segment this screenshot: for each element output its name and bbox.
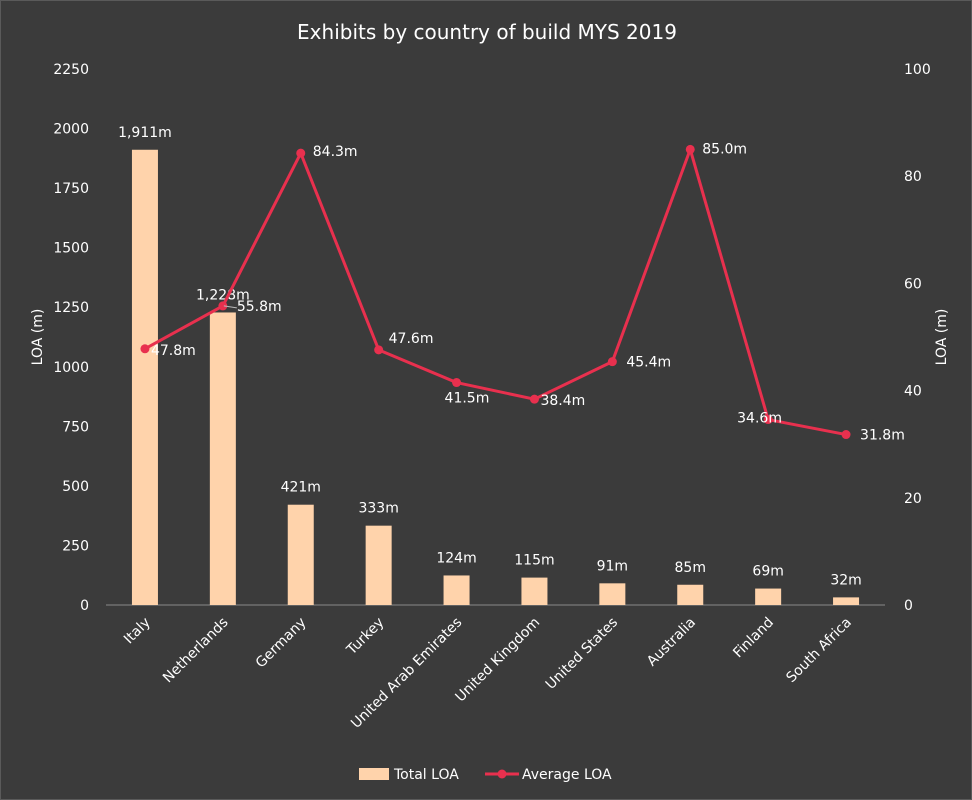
bar bbox=[209, 312, 236, 605]
y2-tick-label: 40 bbox=[904, 384, 922, 400]
legend-swatch-total-loa bbox=[359, 768, 389, 780]
line-data-label: 31.8m bbox=[860, 428, 905, 444]
bar bbox=[443, 575, 470, 605]
line-marker bbox=[607, 357, 617, 367]
line-data-label: 38.4m bbox=[540, 393, 585, 409]
bar bbox=[365, 525, 392, 605]
line-marker bbox=[218, 301, 228, 311]
bar-data-label: 1,911m bbox=[118, 125, 172, 141]
bar-series bbox=[131, 149, 860, 606]
y-tick-label: 1000 bbox=[53, 360, 89, 376]
x-category-label: South Africa bbox=[783, 615, 854, 686]
bar-data-label: 421m bbox=[281, 480, 321, 496]
x-category-label: Australia bbox=[644, 615, 699, 670]
bar-data-label: 1,228m bbox=[196, 287, 250, 303]
y-tick-label: 750 bbox=[62, 419, 89, 435]
x-category-label: United States bbox=[543, 615, 621, 693]
y2-tick-label: 100 bbox=[904, 62, 931, 78]
bar bbox=[131, 149, 158, 606]
chart-title: Exhibits by country of build MYS 2019 bbox=[297, 20, 677, 44]
line-data-label: 34.6m bbox=[737, 411, 782, 427]
y-tick-label: 500 bbox=[62, 479, 89, 495]
bar-data-label: 69m bbox=[752, 564, 783, 580]
line-marker bbox=[374, 345, 384, 355]
line-data-label: 85.0m bbox=[702, 141, 747, 157]
line-data-label: 55.8m bbox=[237, 299, 282, 315]
legend-marker-average-loa bbox=[497, 769, 507, 779]
y-axis-left: 0 250 500 750 1000 1250 1500 1750 2000 2250 bbox=[53, 62, 89, 614]
bar bbox=[755, 588, 782, 605]
y-tick-label: 1750 bbox=[53, 181, 89, 197]
line-series bbox=[140, 144, 851, 440]
x-category-label: Finland bbox=[730, 615, 777, 662]
line-marker bbox=[140, 344, 150, 354]
x-category-label: Netherlands bbox=[160, 615, 232, 687]
bar bbox=[677, 584, 704, 605]
bar bbox=[521, 577, 548, 605]
x-category-label: Turkey bbox=[343, 615, 387, 659]
line-marker bbox=[763, 415, 773, 425]
line-data-label: 84.3m bbox=[313, 144, 358, 160]
y2-tick-label: 60 bbox=[904, 276, 922, 292]
legend: Total LOA Average LOA bbox=[359, 767, 612, 783]
y-tick-label: 1250 bbox=[53, 300, 89, 316]
line-data-label: 47.8m bbox=[151, 343, 196, 359]
x-category-label: United Kingdom bbox=[453, 615, 544, 706]
bar-data-label: 85m bbox=[675, 560, 706, 576]
x-category-label: Italy bbox=[121, 615, 154, 648]
x-category-label: Germany bbox=[253, 615, 310, 672]
y-axis-right-title: LOA (m) bbox=[934, 309, 950, 366]
data-label-leader bbox=[223, 305, 237, 309]
y-tick-label: 2000 bbox=[53, 122, 89, 138]
y-tick-label: 2250 bbox=[53, 62, 89, 78]
y2-tick-label: 0 bbox=[904, 598, 913, 614]
line-marker bbox=[685, 144, 695, 154]
bar-data-label: 124m bbox=[436, 550, 476, 566]
legend-label-total-loa: Total LOA bbox=[393, 767, 459, 783]
bar-data-label: 115m bbox=[514, 553, 554, 569]
line-marker bbox=[296, 148, 306, 158]
line-data-labels: 47.8m 55.8m 84.3m 47.6m 41.5m 38.4m 45.4m 85.0m… bbox=[151, 141, 905, 443]
bar-data-label: 91m bbox=[597, 558, 628, 574]
legend-label-average-loa: Average LOA bbox=[522, 767, 612, 783]
bar-data-label: 333m bbox=[358, 501, 398, 517]
y2-tick-label: 20 bbox=[904, 491, 922, 507]
bar bbox=[287, 504, 314, 605]
line-marker bbox=[529, 394, 539, 404]
y-axis-right: 0 20 40 60 80 100 bbox=[904, 62, 931, 614]
y-tick-label: 0 bbox=[80, 598, 89, 614]
y-axis-left-title: LOA (m) bbox=[30, 309, 46, 366]
line-data-label: 47.6m bbox=[389, 331, 434, 347]
bar-data-labels: 1,911m 1,228m 421m 333m 124m 115m 91m 85m 69m 32m bbox=[118, 125, 862, 589]
line-path bbox=[144, 147, 847, 437]
bar-data-label: 32m bbox=[830, 572, 861, 588]
line-marker bbox=[841, 430, 851, 440]
y-tick-label: 1500 bbox=[53, 241, 89, 257]
bar bbox=[599, 583, 626, 605]
y-tick-label: 250 bbox=[62, 538, 89, 554]
y2-tick-label: 80 bbox=[904, 169, 922, 185]
line-data-label: 45.4m bbox=[626, 355, 671, 371]
line-marker bbox=[452, 378, 462, 388]
line-data-label: 41.5m bbox=[445, 391, 490, 407]
bar bbox=[833, 597, 860, 605]
